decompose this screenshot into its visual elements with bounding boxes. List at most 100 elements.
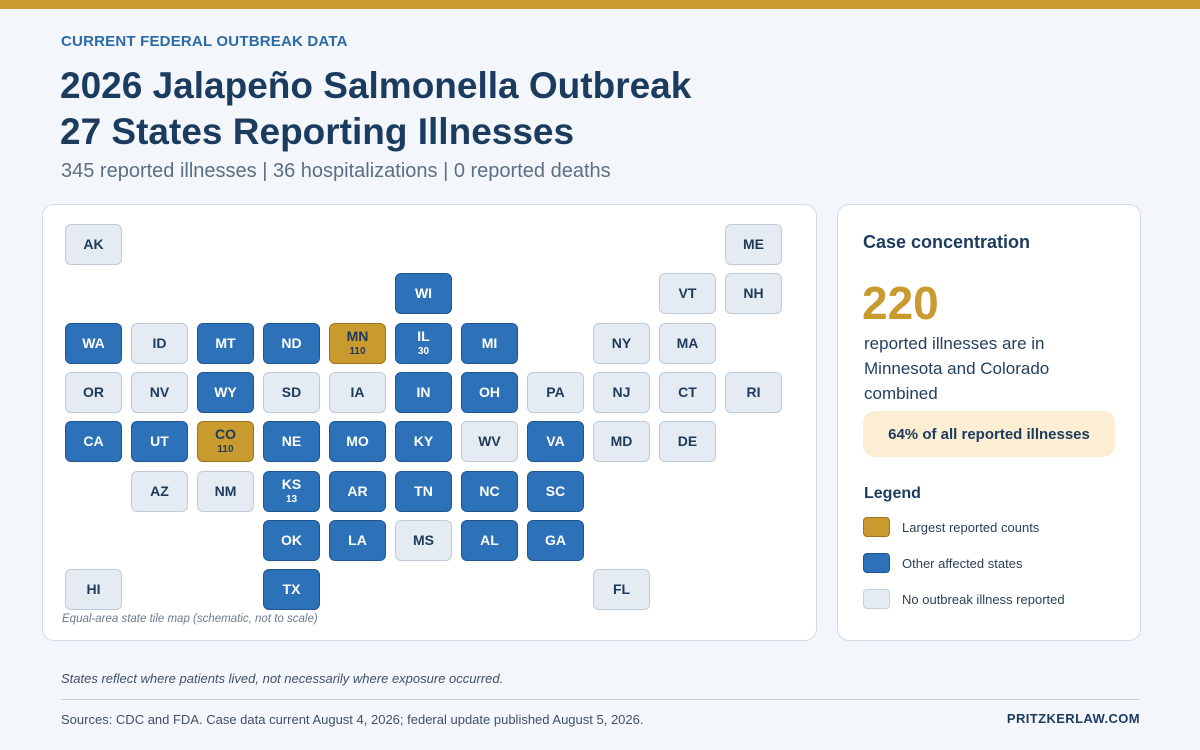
state-tile-ca: CA (65, 421, 122, 463)
state-abbr: NV (149, 383, 170, 400)
state-abbr: CT (678, 383, 697, 400)
state-abbr: IA (350, 383, 365, 400)
state-tile-mn: MN 110 (329, 322, 386, 364)
state-tile-in: IN (395, 371, 452, 413)
state-abbr: OK (281, 531, 302, 548)
panel-heading: Case concentration (863, 232, 1031, 252)
brand-logo-text: PRITZKERLAW.COM (1006, 711, 1140, 726)
legend-title: Legend (864, 485, 921, 502)
state-abbr: WA (82, 334, 105, 351)
summary-stats: 345 reported illnesses | 36 hospitalizat… (61, 160, 611, 182)
state-abbr: NE (281, 433, 302, 450)
state-abbr: ME (743, 236, 764, 252)
state-tile-ut: UT (131, 421, 188, 463)
state-tile-oh: OH (461, 371, 518, 413)
legend-swatch-affected (863, 553, 890, 573)
state-abbr: TN (414, 482, 433, 499)
state-abbr: ID (152, 334, 167, 351)
legend-item-largest: Largest reported counts (863, 516, 1039, 538)
state-tile-nc: NC (461, 470, 518, 512)
state-tile-de: DE (659, 421, 716, 463)
state-tile-ok: OK (263, 519, 320, 561)
state-tile-mo: MO (329, 421, 386, 463)
title-line-1: 2026 Jalapeño Salmonella Outbreak (60, 65, 692, 106)
state-abbr: VT (678, 285, 697, 302)
state-tile-map: AK ME WI VT NH WA ID MT ND MN 110 IL 30 MI NY MA OR NV WY S… (42, 204, 817, 641)
state-tile-ak: AK (65, 224, 122, 265)
state-abbr: CA (83, 433, 104, 450)
state-tile-hi: HI (65, 569, 122, 611)
state-tile-wy: WY (197, 371, 254, 413)
state-abbr: UT (150, 433, 169, 450)
state-tile-ne: NE (263, 421, 320, 463)
state-abbr: WI (414, 285, 433, 302)
state-abbr: NC (479, 482, 500, 499)
state-tile-nj: NJ (593, 371, 650, 413)
legend-swatch-none (863, 589, 890, 609)
state-case-count: 30 (417, 345, 430, 357)
state-tile-vt: VT (659, 273, 716, 315)
state-tile-al: AL (461, 519, 518, 561)
state-abbr: SC (545, 482, 566, 499)
state-tile-co: CO 110 (197, 421, 254, 463)
state-tile-nh: NH (725, 273, 782, 315)
state-abbr: KS (281, 475, 302, 492)
legend-item-none: No outbreak illness reported (863, 588, 1065, 610)
legend-item-affected: Other affected states (863, 552, 1022, 574)
footer-divider (61, 699, 1140, 700)
state-tile-nv: NV (131, 371, 188, 413)
state-tile-va: VA (527, 421, 584, 463)
legend-swatch-largest (863, 517, 890, 537)
state-case-count: 110 (349, 345, 366, 357)
legend-label: No outbreak illness reported (902, 591, 1065, 607)
case-concentration-panel: Case concentration 220 reported illnesse… (837, 204, 1141, 641)
state-abbr: MS (413, 531, 434, 548)
state-abbr: TX (282, 581, 301, 598)
sources-line: Sources: CDC and FDA. Case data current … (61, 712, 644, 727)
state-tile-ar: AR (329, 470, 386, 512)
state-tile-mt: MT (197, 322, 254, 364)
map-note: Equal-area state tile map (schematic, no… (62, 613, 318, 625)
legend-label: Other affected states (902, 555, 1023, 571)
state-abbr: MO (346, 433, 369, 450)
state-tile-wa: WA (65, 322, 122, 364)
state-abbr: MT (215, 334, 236, 351)
state-tile-sd: SD (263, 371, 320, 413)
state-abbr: IN (416, 383, 431, 400)
state-tile-la: LA (329, 519, 386, 561)
combined-illness-caption: reported illnesses are in Minnesota and … (864, 334, 1050, 403)
state-tile-ri: RI (725, 371, 782, 413)
state-tile-tn: TN (395, 470, 452, 512)
state-abbr: AK (83, 236, 104, 252)
combined-illness-count: 220 (862, 277, 939, 329)
state-tile-il: IL 30 (395, 322, 452, 364)
state-abbr: SD (281, 383, 302, 400)
state-tile-ks: KS 13 (263, 470, 320, 512)
state-tile-nd: ND (263, 322, 320, 364)
state-abbr: DE (677, 433, 698, 450)
legend-label: Largest reported counts (902, 519, 1040, 535)
state-case-count: 110 (217, 444, 234, 456)
state-tile-ms: MS (395, 519, 452, 561)
state-abbr: NY (611, 334, 632, 351)
state-abbr: IL (417, 327, 430, 344)
state-tile-wi: WI (395, 273, 452, 315)
state-abbr: GA (545, 531, 566, 548)
state-abbr: KY (413, 433, 434, 450)
state-abbr: OR (83, 383, 104, 400)
state-tile-nm: NM (197, 470, 254, 512)
top-accent-bar (0, 0, 1200, 9)
state-tile-ia: IA (329, 371, 386, 413)
state-abbr: MA (676, 334, 699, 351)
state-tile-or: OR (65, 371, 122, 413)
state-abbr: NH (743, 285, 764, 302)
state-tile-mi: MI (461, 322, 518, 364)
state-abbr: NJ (612, 383, 631, 400)
state-abbr: PA (546, 383, 565, 400)
title-line-2: 27 States Reporting Illnesses (60, 111, 575, 152)
state-abbr: AL (480, 531, 499, 548)
state-abbr: RI (746, 383, 761, 400)
state-tile-id: ID (131, 322, 188, 364)
state-tile-md: MD (593, 421, 650, 463)
state-abbr: HI (86, 581, 101, 598)
